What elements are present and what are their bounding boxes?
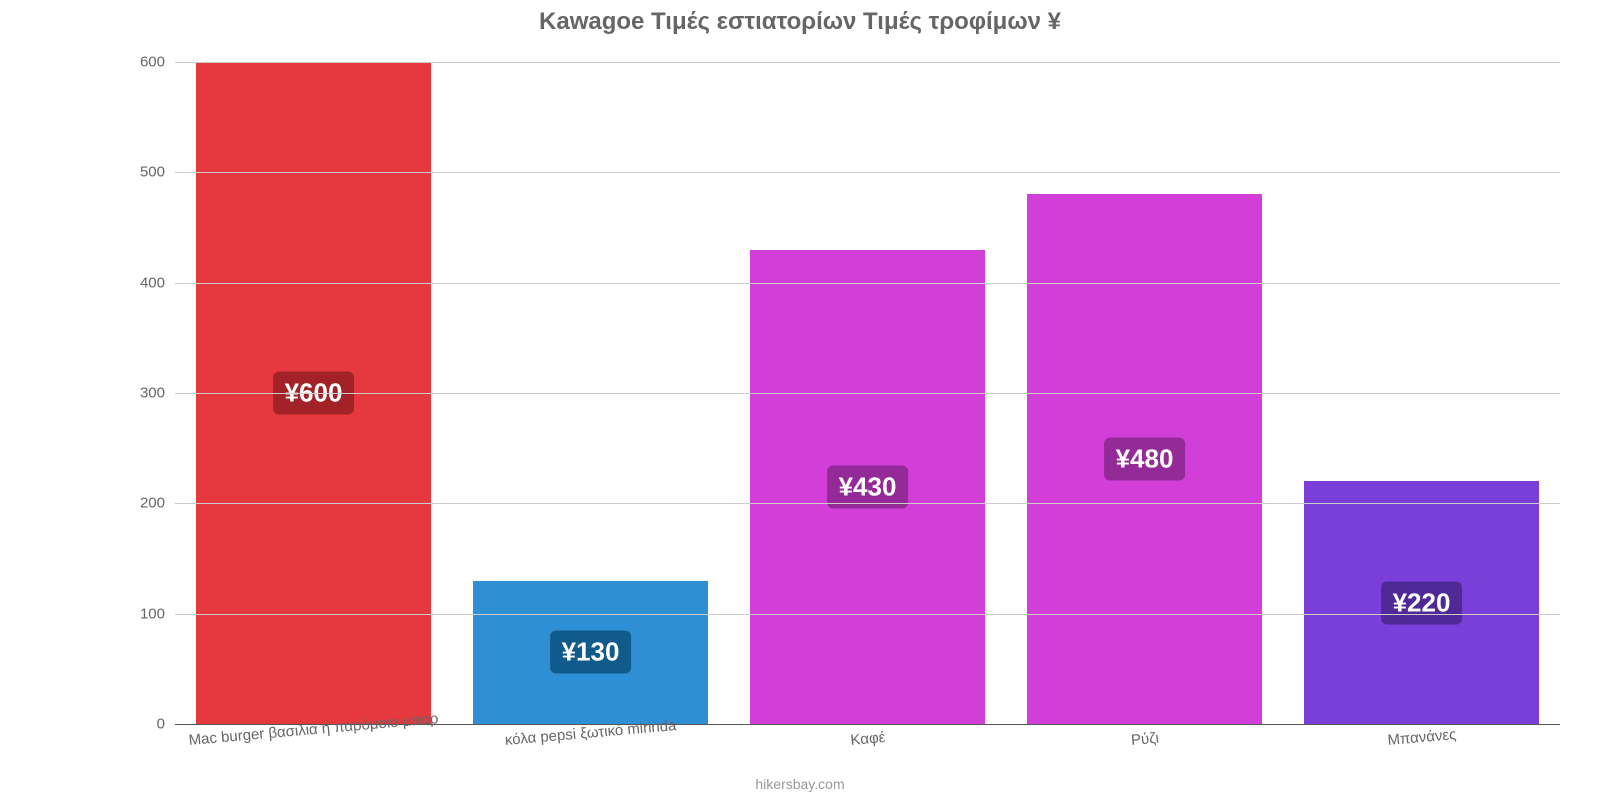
value-badge: ¥430 <box>827 465 909 508</box>
bar: ¥130 <box>473 581 708 724</box>
value-badge: ¥130 <box>550 631 632 674</box>
bar-slot: ¥220Μπανάνες <box>1283 40 1560 724</box>
value-badge: ¥480 <box>1104 438 1186 481</box>
gridline <box>175 62 1560 63</box>
attribution-text: hikersbay.com <box>0 776 1600 792</box>
bar-slot: ¥430Καφέ <box>729 40 1006 724</box>
bar: ¥480 <box>1027 194 1262 724</box>
x-tick-label: Καφέ <box>849 729 885 749</box>
plot-area: ¥600Mac burger βασιλιά ή παρόμοιο μπαρ¥1… <box>175 40 1560 725</box>
y-tick-label: 100 <box>140 605 175 622</box>
y-tick-label: 0 <box>157 716 175 733</box>
gridline <box>175 172 1560 173</box>
y-tick-label: 200 <box>140 495 175 512</box>
chart-container: Kawagoe Τιμές εστιατορίων Τιμές τροφίμων… <box>0 0 1600 800</box>
chart-title: Kawagoe Τιμές εστιατορίων Τιμές τροφίμων… <box>0 8 1600 36</box>
bar-slot: ¥480Ρύζι <box>1006 40 1283 724</box>
bar-slot: ¥130κόλα pepsi ξωτικό mirinda <box>452 40 729 724</box>
y-tick-label: 300 <box>140 385 175 402</box>
value-badge: ¥220 <box>1381 581 1463 624</box>
gridline <box>175 393 1560 394</box>
bar-slot: ¥600Mac burger βασιλιά ή παρόμοιο μπαρ <box>175 40 452 724</box>
bar: ¥430 <box>750 250 985 724</box>
gridline <box>175 503 1560 504</box>
gridline <box>175 614 1560 615</box>
x-tick-label: Ρύζι <box>1130 730 1159 749</box>
x-tick-label: Μπανάνες <box>1386 726 1456 749</box>
bars-group: ¥600Mac burger βασιλιά ή παρόμοιο μπαρ¥1… <box>175 40 1560 724</box>
gridline <box>175 283 1560 284</box>
y-tick-label: 500 <box>140 164 175 181</box>
bar: ¥220 <box>1304 481 1539 724</box>
y-tick-label: 400 <box>140 274 175 291</box>
y-tick-label: 600 <box>140 54 175 71</box>
